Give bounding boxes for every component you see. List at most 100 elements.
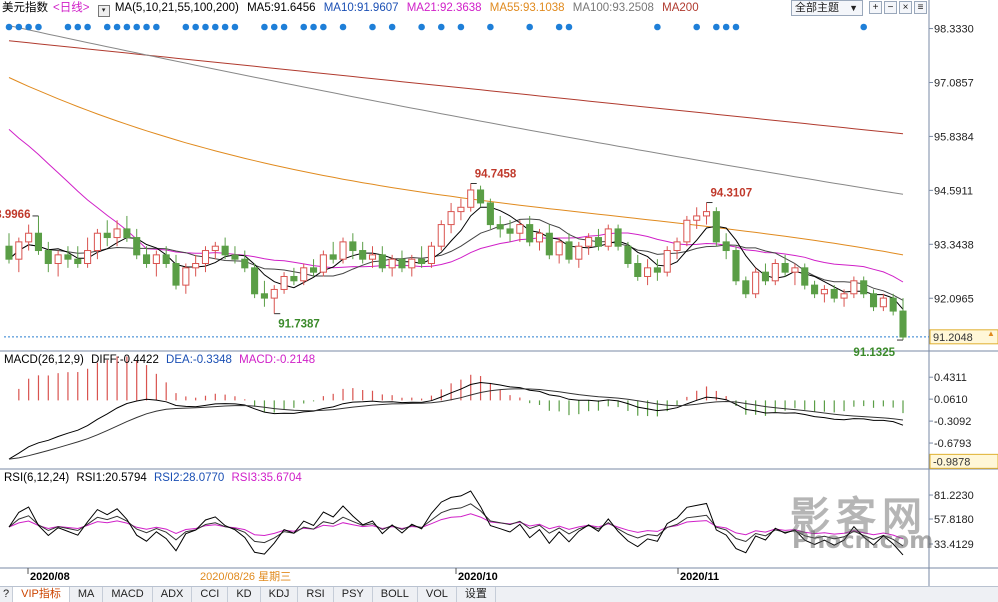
price-axis-label: 92.0965: [934, 293, 974, 305]
tab-help[interactable]: ?: [0, 587, 14, 602]
tab-8[interactable]: PSY: [334, 587, 373, 602]
candle-body: [506, 228, 514, 234]
price-axis-label: 97.0857: [934, 77, 974, 89]
event-dot: [25, 23, 32, 31]
candle-body: [496, 224, 504, 230]
tab-11[interactable]: 设置: [457, 587, 496, 602]
macd-label: MACD(26,12,9): [4, 354, 84, 366]
event-dot: [310, 23, 317, 31]
candle-body: [54, 254, 62, 265]
rsi-axis-label: 33.4129: [934, 539, 974, 551]
candle-body: [565, 241, 573, 260]
candle-body: [172, 263, 180, 286]
event-dot: [487, 23, 494, 31]
candle-body: [752, 271, 760, 295]
candle-body: [555, 241, 563, 256]
main-legend: 美元指数 <日线> ▾ MA(5,10,21,55,100,200) MA5:91…: [2, 0, 704, 17]
price-axis-label: 93.3438: [934, 239, 974, 251]
candle-body: [801, 267, 809, 286]
event-dot: [339, 23, 347, 31]
tab-2[interactable]: MACD: [103, 587, 153, 602]
macd-legend: MACD(26,12,9) DIFF:-0.4422 DEA:-0.3348 M…: [4, 353, 319, 367]
event-dot: [320, 23, 327, 31]
tab-7[interactable]: RSI: [298, 587, 334, 602]
candle-body: [624, 245, 632, 265]
event-dot: [280, 23, 288, 31]
menu-button[interactable]: ≡: [914, 1, 927, 14]
tab-6[interactable]: KDJ: [261, 587, 299, 602]
price-axis-label: 95.8384: [934, 131, 974, 143]
candle-body: [162, 254, 170, 265]
ma100-line: [8, 25, 904, 195]
event-dot: [103, 23, 111, 31]
close-panel-button[interactable]: ×: [899, 1, 912, 14]
event-dot: [143, 23, 150, 31]
shrink-panel-button[interactable]: −: [884, 1, 897, 14]
event-dot: [565, 23, 573, 31]
tab-9[interactable]: BOLL: [373, 587, 418, 602]
candle-body: [388, 258, 396, 269]
event-dot: [5, 23, 13, 31]
event-dot: [860, 23, 868, 31]
ma5-value: MA5:91.6456: [247, 2, 316, 14]
candle-body: [712, 211, 720, 243]
candle-body: [93, 232, 101, 252]
tab-10[interactable]: VOL: [418, 587, 457, 602]
candle-body: [447, 211, 455, 226]
candle-body: [310, 267, 318, 273]
tab-0[interactable]: VIP指标: [13, 587, 70, 602]
event-dot: [300, 23, 308, 31]
ma5-line: [8, 206, 904, 310]
candle-body: [732, 250, 740, 282]
macd-value: MACD:-0.2148: [239, 354, 316, 366]
candle-body: [201, 250, 210, 265]
candle-body: [15, 241, 23, 260]
candle-body: [683, 219, 691, 243]
candle-body: [319, 254, 327, 273]
dropdown-icon[interactable]: ▾: [97, 5, 110, 17]
event-dot: [133, 23, 141, 31]
candle-body: [604, 228, 612, 247]
candle-body: [329, 254, 337, 260]
date-label: 2020/11: [680, 571, 719, 583]
candle-body: [889, 297, 897, 312]
candle-body: [761, 271, 770, 282]
add-panel-button[interactable]: +: [869, 1, 882, 14]
event-dot: [212, 23, 219, 31]
indicator-tabbar: ? VIP指标 MA MACD ADX CCI KD KDJ RSI PSY BOLL VOL 设置: [0, 586, 998, 602]
candle-body: [526, 224, 534, 243]
candle-body: [820, 288, 828, 295]
ma10-value: MA10:91.9607: [323, 2, 399, 14]
candle-body: [673, 241, 681, 252]
candle-body: [879, 297, 887, 308]
candle-body: [781, 263, 789, 273]
tab-3[interactable]: ADX: [153, 587, 193, 602]
ma200-value: MA200: [662, 2, 699, 14]
candle-body: [437, 224, 445, 247]
candle-body: [290, 275, 298, 282]
macd-dea: DEA:-0.3348: [166, 354, 232, 366]
candle-body: [398, 258, 406, 269]
high-annotation-3: 94.3107: [711, 188, 753, 200]
date-label-selected: 2020/08/26 星期三: [200, 570, 291, 583]
candle-body: [702, 211, 711, 217]
event-dot: [388, 23, 396, 31]
theme-select[interactable]: 全部主题 ▼: [791, 0, 863, 16]
macd-diff-line: [8, 381, 904, 460]
event-dot: [369, 23, 376, 31]
candle-body: [791, 267, 799, 273]
price-axis-label: 94.5911: [934, 185, 973, 197]
event-dot: [74, 23, 82, 31]
candle-body: [418, 258, 426, 265]
candle-body: [653, 267, 661, 273]
period-selector[interactable]: <日线>: [53, 2, 90, 14]
tab-1[interactable]: MA: [70, 587, 104, 602]
candle-body: [535, 232, 544, 243]
candle-body: [594, 237, 602, 247]
tab-5[interactable]: KD: [228, 587, 261, 602]
candle-body: [811, 284, 819, 295]
current-price-box: [929, 329, 998, 345]
tab-4[interactable]: CCI: [192, 587, 229, 602]
event-dot: [693, 23, 700, 31]
